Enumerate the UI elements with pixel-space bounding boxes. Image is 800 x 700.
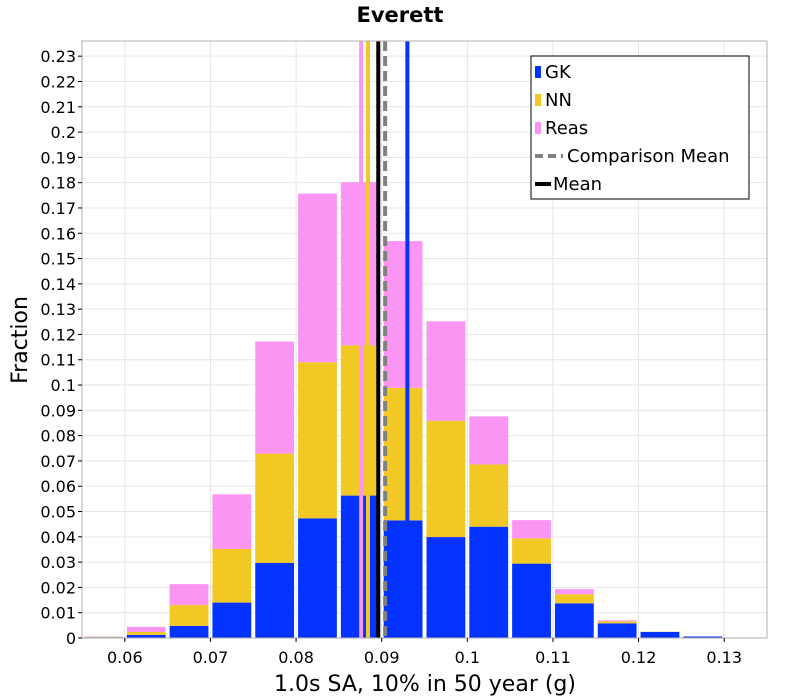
y-tick-label: 0.19 bbox=[40, 148, 76, 167]
legend-swatch-nn bbox=[535, 94, 541, 106]
x-tick-label: 0.07 bbox=[193, 648, 229, 667]
legend-swatch-reas bbox=[535, 122, 541, 134]
bar-nn bbox=[255, 453, 295, 563]
x-tick-label: 0.12 bbox=[621, 648, 657, 667]
bar-gk bbox=[383, 520, 423, 638]
y-tick-label: 0.21 bbox=[40, 98, 76, 117]
bar-gk bbox=[640, 631, 680, 638]
y-tick-label: 0.07 bbox=[40, 452, 76, 471]
x-axis-label: 1.0s SA, 10% in 50 year (g) bbox=[274, 672, 576, 697]
y-tick-label: 0.01 bbox=[40, 604, 76, 623]
y-tick-label: 0.11 bbox=[40, 351, 76, 370]
y-tick-label: 0.23 bbox=[40, 47, 76, 66]
x-tick-label: 0.13 bbox=[706, 648, 742, 667]
legend-box bbox=[530, 55, 750, 200]
x-tick-label: 0.11 bbox=[535, 648, 571, 667]
bar-reas bbox=[298, 193, 337, 363]
y-axis-label: Fraction bbox=[8, 296, 33, 384]
legend-swatch-gk bbox=[535, 66, 541, 78]
plot-border bbox=[81, 40, 768, 639]
y-tick-label: 0.08 bbox=[40, 427, 76, 446]
legend-label-comparison-mean: Comparison Mean bbox=[567, 146, 730, 167]
bar-nn bbox=[597, 621, 637, 624]
y-tick-label: 0.13 bbox=[40, 300, 76, 319]
bar-gk bbox=[469, 526, 509, 638]
bar-gk bbox=[212, 602, 252, 638]
bar-nn bbox=[126, 631, 166, 635]
y-tick-label: 0 bbox=[66, 629, 76, 648]
y-tick-label: 0.15 bbox=[40, 250, 76, 269]
x-tick-label: 0.06 bbox=[107, 648, 143, 667]
y-tick-label: 0.18 bbox=[40, 174, 76, 193]
bar-reas bbox=[126, 626, 166, 632]
bar-reas bbox=[383, 241, 423, 388]
x-tick-label: 0.08 bbox=[278, 648, 314, 667]
y-tick-label: 0.2 bbox=[51, 123, 76, 142]
bar-nn bbox=[554, 594, 594, 604]
y-tick-label: 0.02 bbox=[40, 578, 76, 597]
bar-gk bbox=[298, 518, 337, 638]
bar-gk bbox=[512, 563, 551, 638]
bar-gk bbox=[255, 562, 295, 638]
y-tick-label: 0.09 bbox=[40, 401, 76, 420]
chart-title: Everett bbox=[357, 3, 444, 27]
bar-nn bbox=[298, 362, 337, 519]
bar-gk bbox=[426, 537, 466, 638]
bar-reas bbox=[512, 520, 551, 539]
legend-label-reas: Reas bbox=[545, 118, 588, 139]
y-tick-label: 0.03 bbox=[40, 553, 76, 572]
y-tick-label: 0.22 bbox=[40, 72, 76, 91]
y-tick-label: 0.1 bbox=[51, 376, 76, 395]
y-tick-label: 0.12 bbox=[40, 325, 76, 344]
bar-gk bbox=[683, 636, 723, 638]
bar-gk bbox=[126, 634, 166, 638]
bar-gk bbox=[597, 623, 637, 638]
bar-nn bbox=[469, 464, 509, 527]
bar-reas bbox=[169, 584, 209, 606]
y-tick-label: 0.17 bbox=[40, 199, 76, 218]
bar-reas bbox=[597, 620, 637, 622]
bar-gk bbox=[554, 603, 594, 638]
bar-nn bbox=[512, 538, 551, 564]
bar-nn bbox=[426, 420, 466, 538]
x-axis-ticks: 0.06 0.07 0.08 0.09 0.1 0.11 0.12 0.13 bbox=[107, 638, 742, 667]
bar-nn bbox=[212, 548, 252, 603]
bar-reas bbox=[554, 589, 594, 595]
y-tick-label: 0.05 bbox=[40, 503, 76, 522]
bar-reas bbox=[212, 494, 252, 549]
y-axis-ticks: 0 0.01 0.02 0.03 0.04 0.05 0.06 0.07 0.08 0.09 0.1… bbox=[40, 47, 82, 648]
legend: GK NN Reas Comparison Mean Mean bbox=[530, 55, 750, 200]
legend-label-gk: GK bbox=[545, 62, 572, 83]
x-tick-label: 0.1 bbox=[455, 648, 480, 667]
y-tick-label: 0.04 bbox=[40, 528, 76, 547]
legend-label-nn: NN bbox=[545, 90, 572, 111]
y-tick-label: 0.06 bbox=[40, 477, 76, 496]
bar-reas bbox=[426, 321, 466, 421]
bar-nn bbox=[383, 387, 423, 521]
x-tick-label: 0.09 bbox=[364, 648, 400, 667]
mean-lines bbox=[359, 41, 410, 638]
y-tick-label: 0.14 bbox=[40, 275, 76, 294]
bar-nn bbox=[169, 605, 209, 626]
bar-reas bbox=[255, 341, 295, 454]
bar-gk bbox=[169, 625, 209, 638]
bar-nn bbox=[84, 636, 123, 638]
bar-reas bbox=[469, 416, 509, 465]
legend-label-mean: Mean bbox=[553, 174, 602, 195]
y-tick-label: 0.16 bbox=[40, 224, 76, 243]
